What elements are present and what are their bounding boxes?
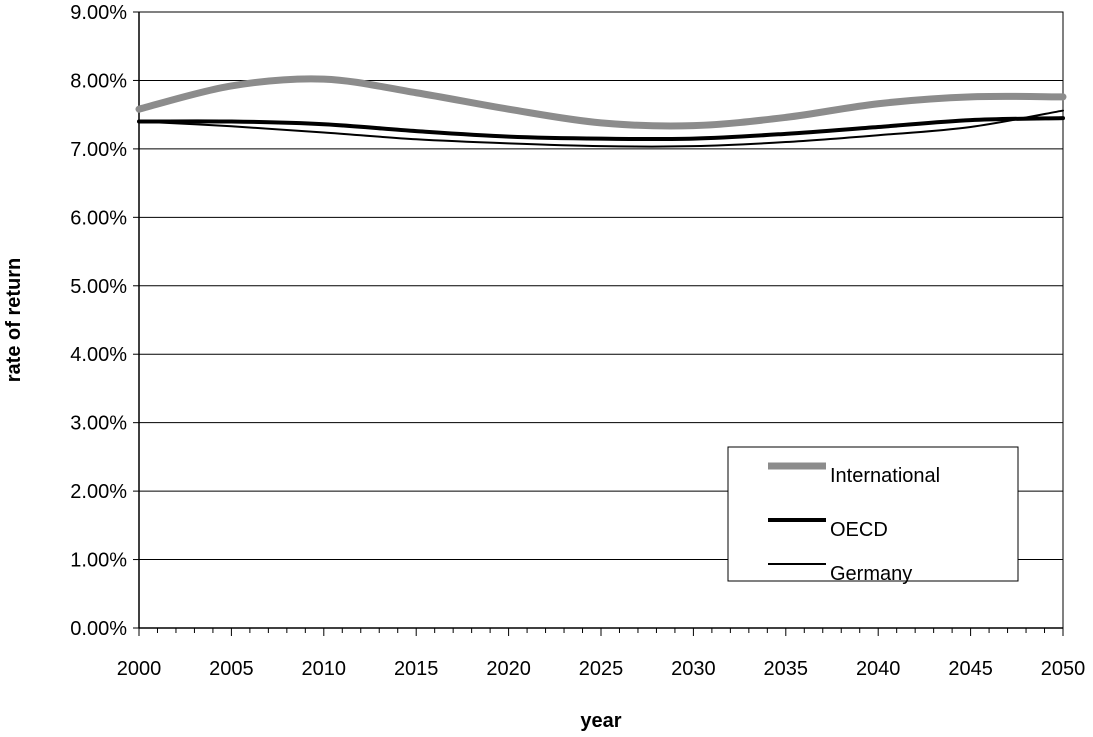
y-tick-label-1: 1.00% bbox=[70, 550, 127, 572]
y-tick-label-4: 4.00% bbox=[70, 344, 127, 366]
x-tick-labels: 2000 2005 2010 2015 2020 2025 2030 2035 2040 2045… bbox=[117, 658, 1086, 680]
legend-label-germany: Germany bbox=[830, 563, 912, 585]
x-tick-label-2025: 2025 bbox=[579, 658, 624, 680]
legend-label-oecd: OECD bbox=[830, 519, 888, 541]
x-tick-label-2020: 2020 bbox=[486, 658, 531, 680]
y-tick-label-5: 5.00% bbox=[70, 276, 127, 298]
y-tick-label-9: 9.00% bbox=[70, 2, 127, 24]
y-tick-labels: 0.00% 1.00% 2.00% 3.00% 4.00% 5.00% 6.00% 7.00%… bbox=[70, 2, 127, 640]
y-tick-label-0: 0.00% bbox=[70, 618, 127, 640]
x-tick-label-2045: 2045 bbox=[948, 658, 993, 680]
y-tick-label-2: 2.00% bbox=[70, 481, 127, 503]
x-tick-label-2015: 2015 bbox=[394, 658, 439, 680]
x-tick-label-2030: 2030 bbox=[671, 658, 716, 680]
y-tick-label-7: 7.00% bbox=[70, 139, 127, 161]
y-axis-title: rate of return bbox=[3, 258, 25, 382]
series-line-germany bbox=[138, 109, 1064, 148]
series-line-international bbox=[135, 75, 1067, 130]
x-tick-label-2035: 2035 bbox=[764, 658, 809, 680]
x-tick-label-2005: 2005 bbox=[209, 658, 254, 680]
y-tick-label-3: 3.00% bbox=[70, 413, 127, 435]
x-tick-label-2010: 2010 bbox=[302, 658, 347, 680]
x-tick-label-2040: 2040 bbox=[856, 658, 901, 680]
x-tick-label-2000: 2000 bbox=[117, 658, 162, 680]
y-tick-label-8: 8.00% bbox=[70, 70, 127, 92]
series-line-oecd bbox=[137, 116, 1065, 142]
legend-label-international: International bbox=[830, 465, 940, 487]
y-tick-label-6: 6.00% bbox=[70, 207, 127, 229]
series-lines bbox=[135, 75, 1067, 148]
x-tick-label-2050: 2050 bbox=[1041, 658, 1086, 680]
legend-box bbox=[727, 446, 1019, 582]
x-axis-title: year bbox=[580, 710, 621, 732]
legend-items: International OECD Germany bbox=[768, 462, 940, 585]
legend: International OECD Germany bbox=[727, 446, 1019, 585]
axes bbox=[133, 11, 1064, 636]
